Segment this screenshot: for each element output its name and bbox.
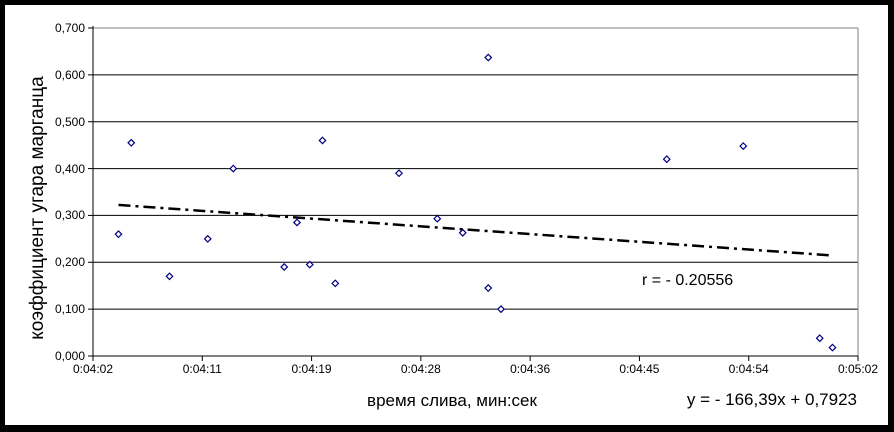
- y-tick-label: 0,600: [54, 67, 85, 82]
- correlation-coefficient-label: r = - 0.20556: [642, 272, 734, 289]
- y-tick-label: 0,400: [54, 161, 85, 176]
- x-tick-label: 0:04:02: [72, 362, 114, 376]
- data-point-marker: [496, 305, 506, 314]
- data-point-marker: [433, 214, 442, 223]
- x-tick-label: 0:05:02: [837, 362, 879, 376]
- data-point-marker: [229, 164, 238, 173]
- data-point-marker: [739, 142, 748, 151]
- y-tick-label: 0,100: [54, 302, 85, 317]
- data-point-marker: [127, 138, 136, 147]
- data-point-marker: [165, 272, 174, 281]
- x-axis-title: время слива, мин:сек: [367, 391, 537, 410]
- data-point-marker: [305, 260, 314, 269]
- data-point-marker: [458, 228, 467, 237]
- data-point-marker: [203, 234, 212, 243]
- data-point-marker: [114, 230, 123, 239]
- y-tick-label: 0,700: [54, 21, 85, 35]
- x-tick-label: 0:04:28: [400, 362, 441, 376]
- y-tick-label: 0,500: [54, 114, 85, 129]
- data-point-marker: [815, 334, 824, 343]
- y-tick-label: 0,200: [54, 255, 85, 270]
- trendline-equation-label: y = - 166,39x + 0,7923: [686, 390, 857, 409]
- data-point-marker: [484, 284, 493, 293]
- y-tick-label: 0,000: [54, 349, 85, 363]
- x-tick-label: 0:04:45: [619, 362, 660, 376]
- data-point-marker: [280, 262, 289, 272]
- data-point-marker: [828, 343, 837, 352]
- data-point-marker: [318, 136, 327, 145]
- data-point-marker: [394, 169, 404, 178]
- trendline: [118, 203, 833, 257]
- x-tick-label: 0:04:36: [510, 362, 551, 376]
- x-tick-label: 0:04:11: [182, 362, 222, 376]
- data-point-marker: [662, 155, 671, 164]
- x-tick-label: 0:04:54: [728, 362, 769, 376]
- y-tick-label: 0,300: [54, 208, 85, 223]
- data-point-marker: [331, 279, 340, 288]
- data-point-marker: [484, 53, 493, 62]
- data-point-marker: [292, 218, 302, 227]
- x-tick-label: 0:04:19: [291, 362, 332, 376]
